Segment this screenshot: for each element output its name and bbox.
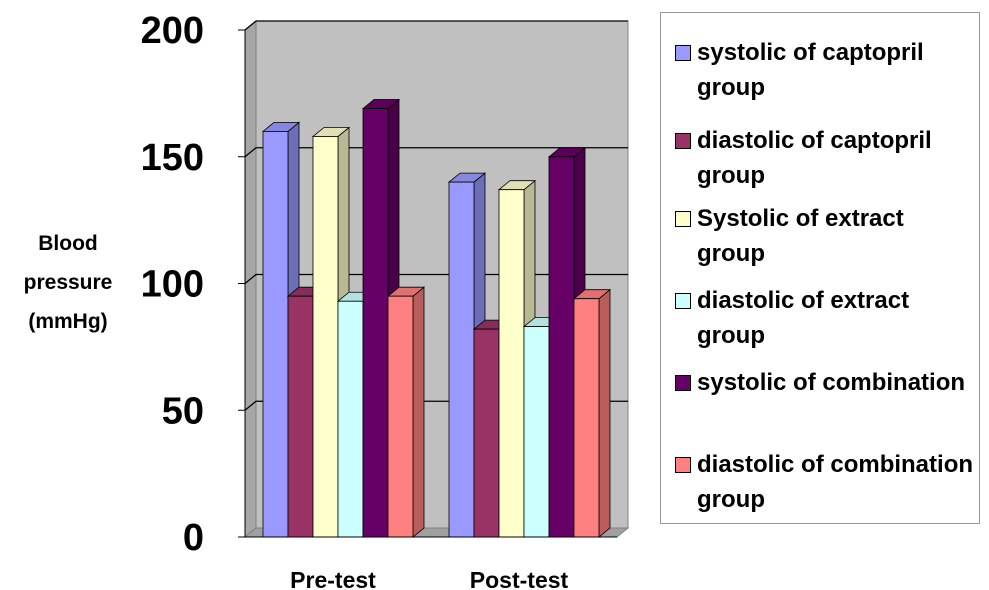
gridline-200 — [244, 20, 628, 31]
legend-label-1: systolic of captopril group — [697, 39, 924, 101]
bar-side — [412, 286, 425, 538]
legend-swatch-5 — [675, 375, 691, 391]
legend-item-3: Systolic of extract group — [675, 201, 975, 271]
y-axis-label-line-2: pressure — [24, 271, 113, 294]
y-axis: 0 50 100 150 200 — [141, 10, 617, 559]
legend-swatch-2 — [675, 133, 691, 149]
y-tick-label-150: 150 — [141, 137, 204, 179]
legend-label-4: diastolic of extract group — [697, 287, 910, 349]
legend-item-4: diastolic of extract group — [675, 283, 975, 353]
legend-swatch-4 — [675, 293, 691, 309]
bar-pre-6 — [386, 286, 426, 538]
axis-labels: Blood pressure (mmHg) Pre-test Post-test — [24, 232, 569, 590]
legend-item-1: systolic of captopril group — [675, 35, 975, 105]
bar-front — [573, 298, 600, 538]
y-axis-label-line-3: (mmHg) — [28, 310, 107, 333]
legend-item-2: diastolic of captopril group — [675, 123, 975, 193]
bar-front — [362, 108, 389, 538]
gridline-150 — [244, 147, 628, 158]
legend-label-5: systolic of combination — [697, 369, 966, 396]
x-tick-label-1: Pre-test — [290, 567, 376, 590]
y-tick-label-100: 100 — [141, 264, 204, 306]
legend-swatch-6 — [675, 457, 691, 473]
bar-front — [548, 156, 575, 538]
bars — [261, 98, 612, 538]
bar-post-6 — [572, 288, 612, 538]
legend-item-6: diastolic of combination group — [675, 447, 975, 517]
gridlines — [244, 20, 628, 411]
y-tick-label-200: 200 — [141, 10, 204, 52]
bar-front — [337, 300, 364, 538]
x-tick-label-2: Post-test — [470, 567, 569, 590]
legend-label-3: Systolic of extract group — [697, 205, 904, 267]
bar-front — [448, 181, 475, 538]
legend-label-2: diastolic of captopril group — [697, 127, 932, 189]
y-tick-label-0: 0 — [183, 517, 204, 559]
bar-front — [523, 326, 550, 538]
bar-front — [262, 130, 289, 538]
y-tick-label-50: 50 — [162, 390, 204, 432]
y-axis-label-line-1: Blood — [38, 232, 97, 255]
legend-swatch-3 — [675, 211, 691, 227]
legend-label-6: diastolic of combination group — [697, 451, 974, 513]
bar-front — [498, 189, 525, 538]
legend-item-5: systolic of combination — [675, 365, 975, 400]
legend-swatch-1 — [675, 45, 691, 61]
bar-front — [287, 295, 314, 538]
legend: systolic of captopril group diastolic of… — [660, 12, 980, 524]
bar-side — [598, 288, 611, 538]
bar-front — [387, 295, 414, 538]
bar-front — [473, 328, 500, 538]
bar-front — [312, 136, 339, 538]
